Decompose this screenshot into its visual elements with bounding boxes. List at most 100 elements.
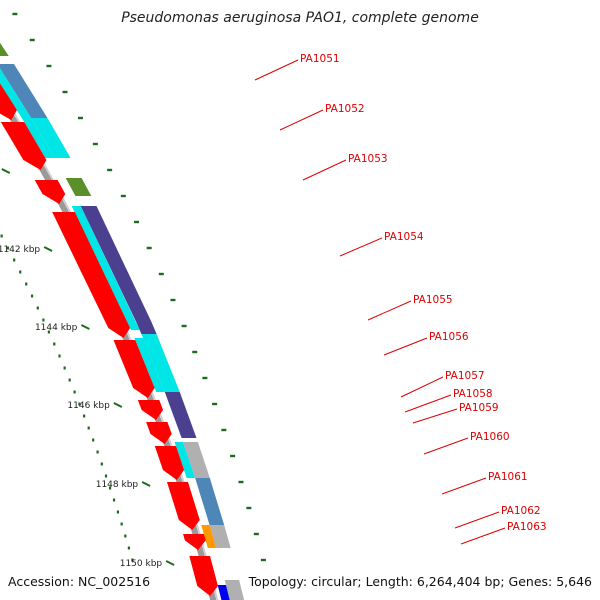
gene-label: PA1061 bbox=[488, 471, 528, 483]
gc-dash-outer bbox=[12, 12, 18, 16]
gc-dot bbox=[96, 450, 99, 454]
cog-block bbox=[0, 42, 9, 56]
gc-dot bbox=[73, 390, 76, 394]
gene-arrow bbox=[52, 212, 131, 338]
gc-dot bbox=[47, 330, 50, 334]
label-leader bbox=[441, 477, 487, 495]
ruler-label: 1148 kbp bbox=[96, 480, 139, 490]
gc-dot bbox=[116, 510, 120, 514]
gc-dot bbox=[42, 318, 45, 322]
cog-block bbox=[65, 178, 92, 196]
gc-dot bbox=[78, 402, 81, 406]
gc-dot bbox=[83, 414, 86, 418]
cog-track bbox=[0, 42, 245, 600]
gc-dot bbox=[30, 294, 34, 298]
gc-dot bbox=[58, 354, 61, 358]
gc-dot bbox=[100, 462, 103, 466]
gene-arrow bbox=[113, 340, 155, 398]
cog-block-inner bbox=[71, 206, 140, 330]
gc-dot bbox=[92, 438, 95, 442]
label-leader bbox=[400, 376, 444, 398]
label-leader bbox=[423, 437, 469, 455]
gc-dash-outer bbox=[221, 428, 227, 432]
gc-dot bbox=[104, 474, 108, 478]
gc-dash-outer bbox=[260, 558, 266, 562]
cog-block-inner bbox=[134, 338, 165, 392]
gene-label: PA1055 bbox=[413, 294, 453, 306]
gc-dash-outer bbox=[170, 298, 176, 302]
cog-block-inner bbox=[21, 118, 55, 158]
gc-dash-outer bbox=[230, 454, 236, 458]
gene-label: PA1053 bbox=[348, 153, 388, 165]
cog-block bbox=[0, 64, 48, 118]
gc-dash-outer bbox=[134, 220, 140, 224]
cog-block bbox=[195, 478, 225, 525]
gene-labels: PA1051 PA1052 PA1053 PA1054 PA1055 PA1056 PA10… bbox=[254, 53, 547, 545]
gene-label: PA1051 bbox=[300, 53, 340, 65]
gc-dash-outer bbox=[192, 350, 198, 354]
label-leader bbox=[412, 408, 458, 424]
summary-text: Topology: circular; Length: 6,264,404 bp… bbox=[248, 574, 592, 589]
gene-arrow bbox=[0, 122, 47, 170]
label-leader bbox=[339, 237, 383, 257]
gene-arrow bbox=[189, 556, 218, 596]
gc-dot bbox=[6, 246, 10, 250]
gc-dash-outer bbox=[202, 376, 208, 380]
gc-dash-outer bbox=[158, 272, 164, 276]
gc-dot bbox=[13, 258, 16, 262]
gene-label: PA1059 bbox=[459, 402, 499, 414]
ruler-label: 1150 kbp bbox=[120, 559, 163, 569]
ruler-label: 1146 kbp bbox=[67, 401, 110, 411]
gc-dash-outer bbox=[92, 142, 98, 146]
label-leader bbox=[404, 394, 452, 413]
gc-dot bbox=[0, 234, 3, 238]
ruler-tick bbox=[43, 246, 53, 252]
cog-block-inner bbox=[201, 525, 217, 548]
gc-dot bbox=[25, 282, 28, 286]
cog-block-inner bbox=[0, 68, 32, 118]
gc-dash-outer bbox=[62, 90, 68, 94]
gc-dot bbox=[36, 306, 39, 310]
gc-dot bbox=[131, 558, 134, 562]
label-leader bbox=[367, 300, 412, 321]
cog-block bbox=[141, 334, 180, 392]
ruler-tick bbox=[1, 168, 11, 174]
gc-dot bbox=[112, 498, 116, 502]
gc-dash-outer bbox=[181, 324, 187, 328]
cog-block-inner bbox=[174, 442, 196, 478]
cog-block bbox=[31, 118, 71, 158]
gc-dash-outer bbox=[246, 506, 252, 510]
gc-skew-track bbox=[0, 12, 266, 562]
cog-block bbox=[136, 322, 157, 334]
gc-dash-outer bbox=[120, 194, 126, 198]
gc-dot bbox=[53, 342, 56, 346]
gc-dash-outer bbox=[29, 38, 35, 42]
cog-block bbox=[224, 580, 245, 600]
gene-arrow bbox=[154, 446, 185, 480]
gc-dot bbox=[68, 378, 71, 382]
label-leader bbox=[302, 159, 347, 181]
label-leader bbox=[460, 527, 506, 545]
gene-label: PA1063 bbox=[507, 521, 547, 533]
cog-block bbox=[183, 442, 210, 478]
gc-dot bbox=[87, 426, 90, 430]
gc-dot bbox=[63, 366, 66, 370]
gene-label: PA1056 bbox=[429, 331, 469, 343]
cog-block-inner bbox=[217, 585, 230, 600]
gene-arrow bbox=[166, 482, 200, 530]
gene-label: PA1054 bbox=[384, 231, 424, 243]
cog-block bbox=[164, 392, 197, 438]
gc-dot bbox=[108, 486, 112, 490]
gene-arrow bbox=[34, 180, 66, 204]
ruler-tick bbox=[113, 402, 123, 408]
gc-dash-outer bbox=[253, 532, 259, 536]
gc-dash-outer bbox=[212, 402, 218, 406]
gc-dot bbox=[120, 522, 123, 526]
gene-arrow bbox=[183, 534, 206, 550]
gc-dot bbox=[127, 546, 130, 550]
gene-arrow bbox=[137, 400, 164, 420]
gene-label: PA1062 bbox=[501, 505, 541, 517]
gene-arrow bbox=[0, 83, 17, 120]
gc-dash-outer bbox=[46, 64, 52, 68]
